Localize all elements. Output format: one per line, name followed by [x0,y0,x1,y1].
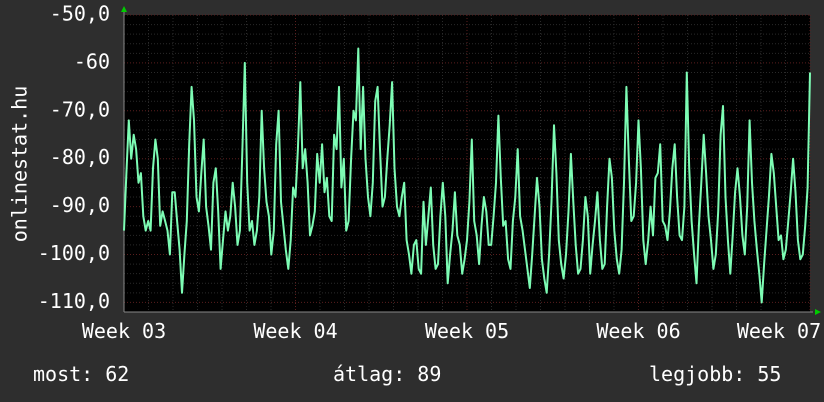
y-tick-label: -60 [74,49,110,73]
side-label: onlinestat.hu [8,86,32,243]
x-axis-arrow [815,309,821,315]
stat-now: most: 62 [33,362,130,386]
y-tick-label: -90,0 [50,193,110,217]
grid [123,14,811,313]
y-axis-arrow [121,6,127,12]
x-tick-label: Week 03 [82,319,166,343]
x-tick-label: Week 05 [425,319,509,343]
y-tick-label: -80,0 [50,145,110,169]
stat-best: legjobb: 55 [649,362,782,386]
series-line [123,47,811,304]
y-axis-tick-labels: -50,0 -60 -70,0 -80,0 -90,0 -100,0 -110,0 [38,2,110,313]
stat-average: átlag: 89 [333,362,442,386]
x-tick-label: Week 07 [737,319,821,343]
x-tick-label: Week 04 [253,319,337,343]
x-axis-tick-labels: Week 03 Week 04 Week 05 Week 06 Week 07 [82,319,821,343]
y-tick-label: -100,0 [38,241,110,265]
y-tick-label: -110,0 [38,289,110,313]
y-tick-label: -50,0 [50,2,110,26]
axes [121,6,821,315]
y-tick-label: -70,0 [50,97,110,121]
x-tick-label: Week 06 [596,319,680,343]
